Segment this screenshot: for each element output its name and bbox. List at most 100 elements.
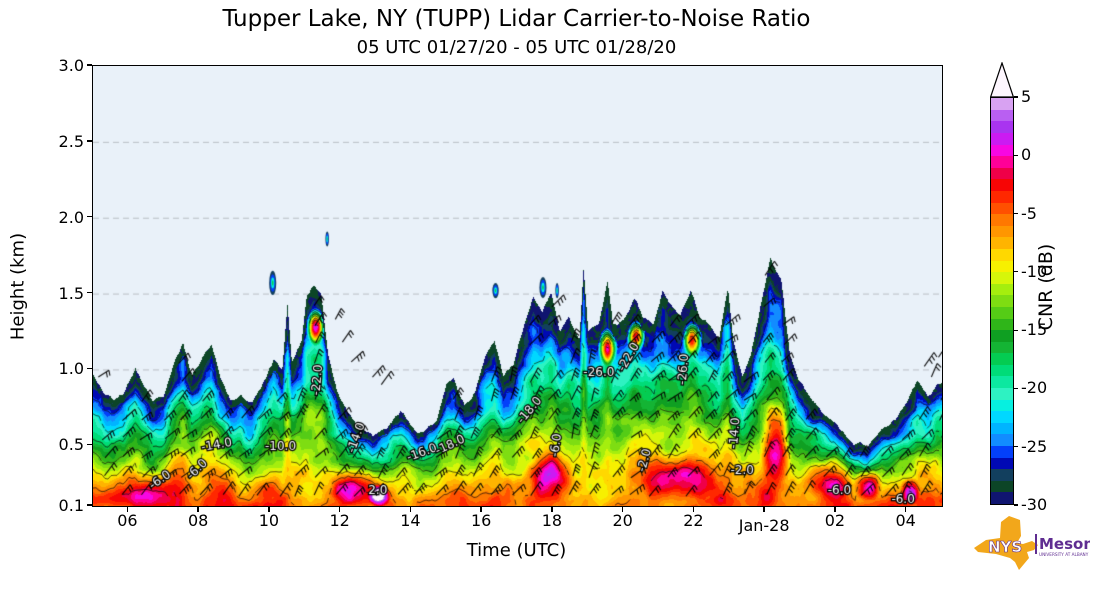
colorbar-segment (991, 109, 1013, 122)
x-tick-mark (551, 506, 553, 512)
x-tick-label: 16 (470, 511, 492, 530)
colorbar-segment (991, 237, 1013, 249)
colorbar-tick-mark (1014, 271, 1018, 273)
x-tick-mark (268, 506, 270, 512)
colorbar-segment (991, 364, 1013, 377)
colorbar-segment (991, 399, 1013, 412)
colorbar-tick-label: -10 (1021, 261, 1048, 281)
x-tick-label: 04 (895, 511, 916, 530)
colorbar-extend-arrow (990, 62, 1014, 98)
colorbar-segment (991, 422, 1013, 435)
logo-mesonet-text: Mesonet (1039, 535, 1090, 553)
colorbar-segment (991, 411, 1013, 423)
colorbar-segment (991, 121, 1013, 133)
colorbar-segment (991, 260, 1013, 273)
colorbar-segment (991, 167, 1013, 180)
x-tick-label: 02 (824, 511, 846, 530)
y-tick-mark (87, 215, 92, 218)
colorbar-segment (991, 248, 1013, 261)
figure-subtitle: 05 UTC 01/27/20 - 05 UTC 01/28/20 (356, 37, 677, 58)
colorbar-segment (991, 272, 1013, 284)
colorbar-segment (991, 214, 1013, 226)
colorbar-tick-label: -20 (1021, 378, 1048, 398)
colorbar-tick-label: -30 (1021, 495, 1048, 514)
nys-mesonet-logo: NYS Mesonet UNIVERSITY AT ALBANY (974, 516, 1090, 570)
colorbar-tick-mark (1014, 329, 1018, 331)
colorbar-label: CNR (dB) (1035, 243, 1057, 331)
colorbar-segment (991, 330, 1013, 342)
y-tick-label: 0.5 (58, 435, 84, 455)
colorbar-segment (991, 318, 1013, 331)
colorbar-segment (991, 133, 1013, 145)
x-tick-label: 12 (329, 511, 350, 530)
y-axis-label: Height (km) (7, 232, 29, 341)
colorbar-tick-mark (1014, 212, 1018, 215)
cnr-heatmap-canvas (93, 66, 942, 506)
colorbar-segment (991, 98, 1013, 110)
y-tick-label: 1.0 (58, 359, 84, 379)
y-tick-mark (87, 291, 92, 294)
x-tick-mark (621, 506, 624, 512)
x-tick-label: 10 (258, 511, 280, 530)
logo-divider (1035, 534, 1037, 554)
x-tick-mark (692, 506, 695, 512)
x-tick-mark (834, 506, 836, 512)
colorbar-tick-label: 5 (1021, 87, 1032, 106)
x-axis-label: Time (UTC) (466, 540, 567, 561)
plot-area (92, 65, 943, 507)
colorbar-segment (991, 179, 1013, 191)
y-tick-mark (87, 140, 92, 142)
y-tick-label: 3.0 (58, 56, 84, 75)
y-tick-label: 2.0 (58, 207, 84, 227)
colorbar-segment (991, 306, 1013, 319)
x-tick-mark (409, 506, 412, 512)
colorbar-tick-mark (1014, 96, 1018, 98)
x-tick-mark (197, 506, 199, 512)
y-tick-mark (87, 64, 92, 66)
colorbar-segment (991, 469, 1013, 481)
x-tick-mark (904, 506, 907, 512)
colorbar-segment (991, 492, 1013, 504)
logo-university-text: UNIVERSITY AT ALBANY (1039, 552, 1089, 557)
x-tick-mark (126, 506, 129, 512)
x-tick-mark (763, 506, 765, 512)
colorbar-segment (991, 156, 1013, 168)
colorbar-segment (991, 388, 1013, 400)
y-tick-mark (87, 504, 92, 506)
figure-title: Tupper Lake, NY (TUPP) Lidar Carrier-to-… (222, 6, 811, 32)
colorbar-tick-label: -5 (1021, 203, 1037, 223)
colorbar-segment (991, 376, 1013, 389)
x-tick-label: 18 (541, 511, 563, 530)
colorbar-segment (991, 341, 1013, 354)
colorbar-segment (991, 295, 1013, 307)
x-tick-mark (338, 506, 341, 512)
x-tick-mark (480, 506, 482, 512)
y-tick-label: 2.5 (58, 131, 84, 151)
colorbar-tick-label: -25 (1021, 436, 1048, 456)
colorbar-segment (991, 446, 1013, 458)
colorbar (990, 97, 1014, 505)
colorbar-segment (991, 190, 1013, 203)
colorbar-segment (991, 202, 1013, 215)
colorbar-segment (991, 225, 1013, 238)
colorbar-segment (991, 434, 1013, 447)
x-tick-label: 06 (117, 511, 138, 530)
colorbar-tick-mark (1014, 387, 1018, 390)
colorbar-segment (991, 457, 1013, 470)
y-tick-mark (87, 443, 92, 446)
y-tick-label: 0.1 (58, 496, 84, 515)
colorbar-segment (991, 283, 1013, 296)
x-tick-label: 08 (187, 511, 209, 530)
x-tick-label: 14 (400, 511, 421, 530)
colorbar-segment (991, 353, 1013, 365)
colorbar-tick-label: 0 (1021, 145, 1032, 165)
colorbar-tick-mark (1014, 446, 1018, 448)
logo-nys-text: NYS (988, 538, 1022, 556)
x-tick-label: Jan-28 (738, 516, 790, 535)
colorbar-tick-mark (1014, 154, 1018, 156)
colorbar-segment (991, 480, 1013, 493)
x-tick-label: 22 (683, 511, 704, 530)
y-tick-mark (87, 367, 92, 370)
y-tick-label: 1.5 (58, 283, 84, 303)
